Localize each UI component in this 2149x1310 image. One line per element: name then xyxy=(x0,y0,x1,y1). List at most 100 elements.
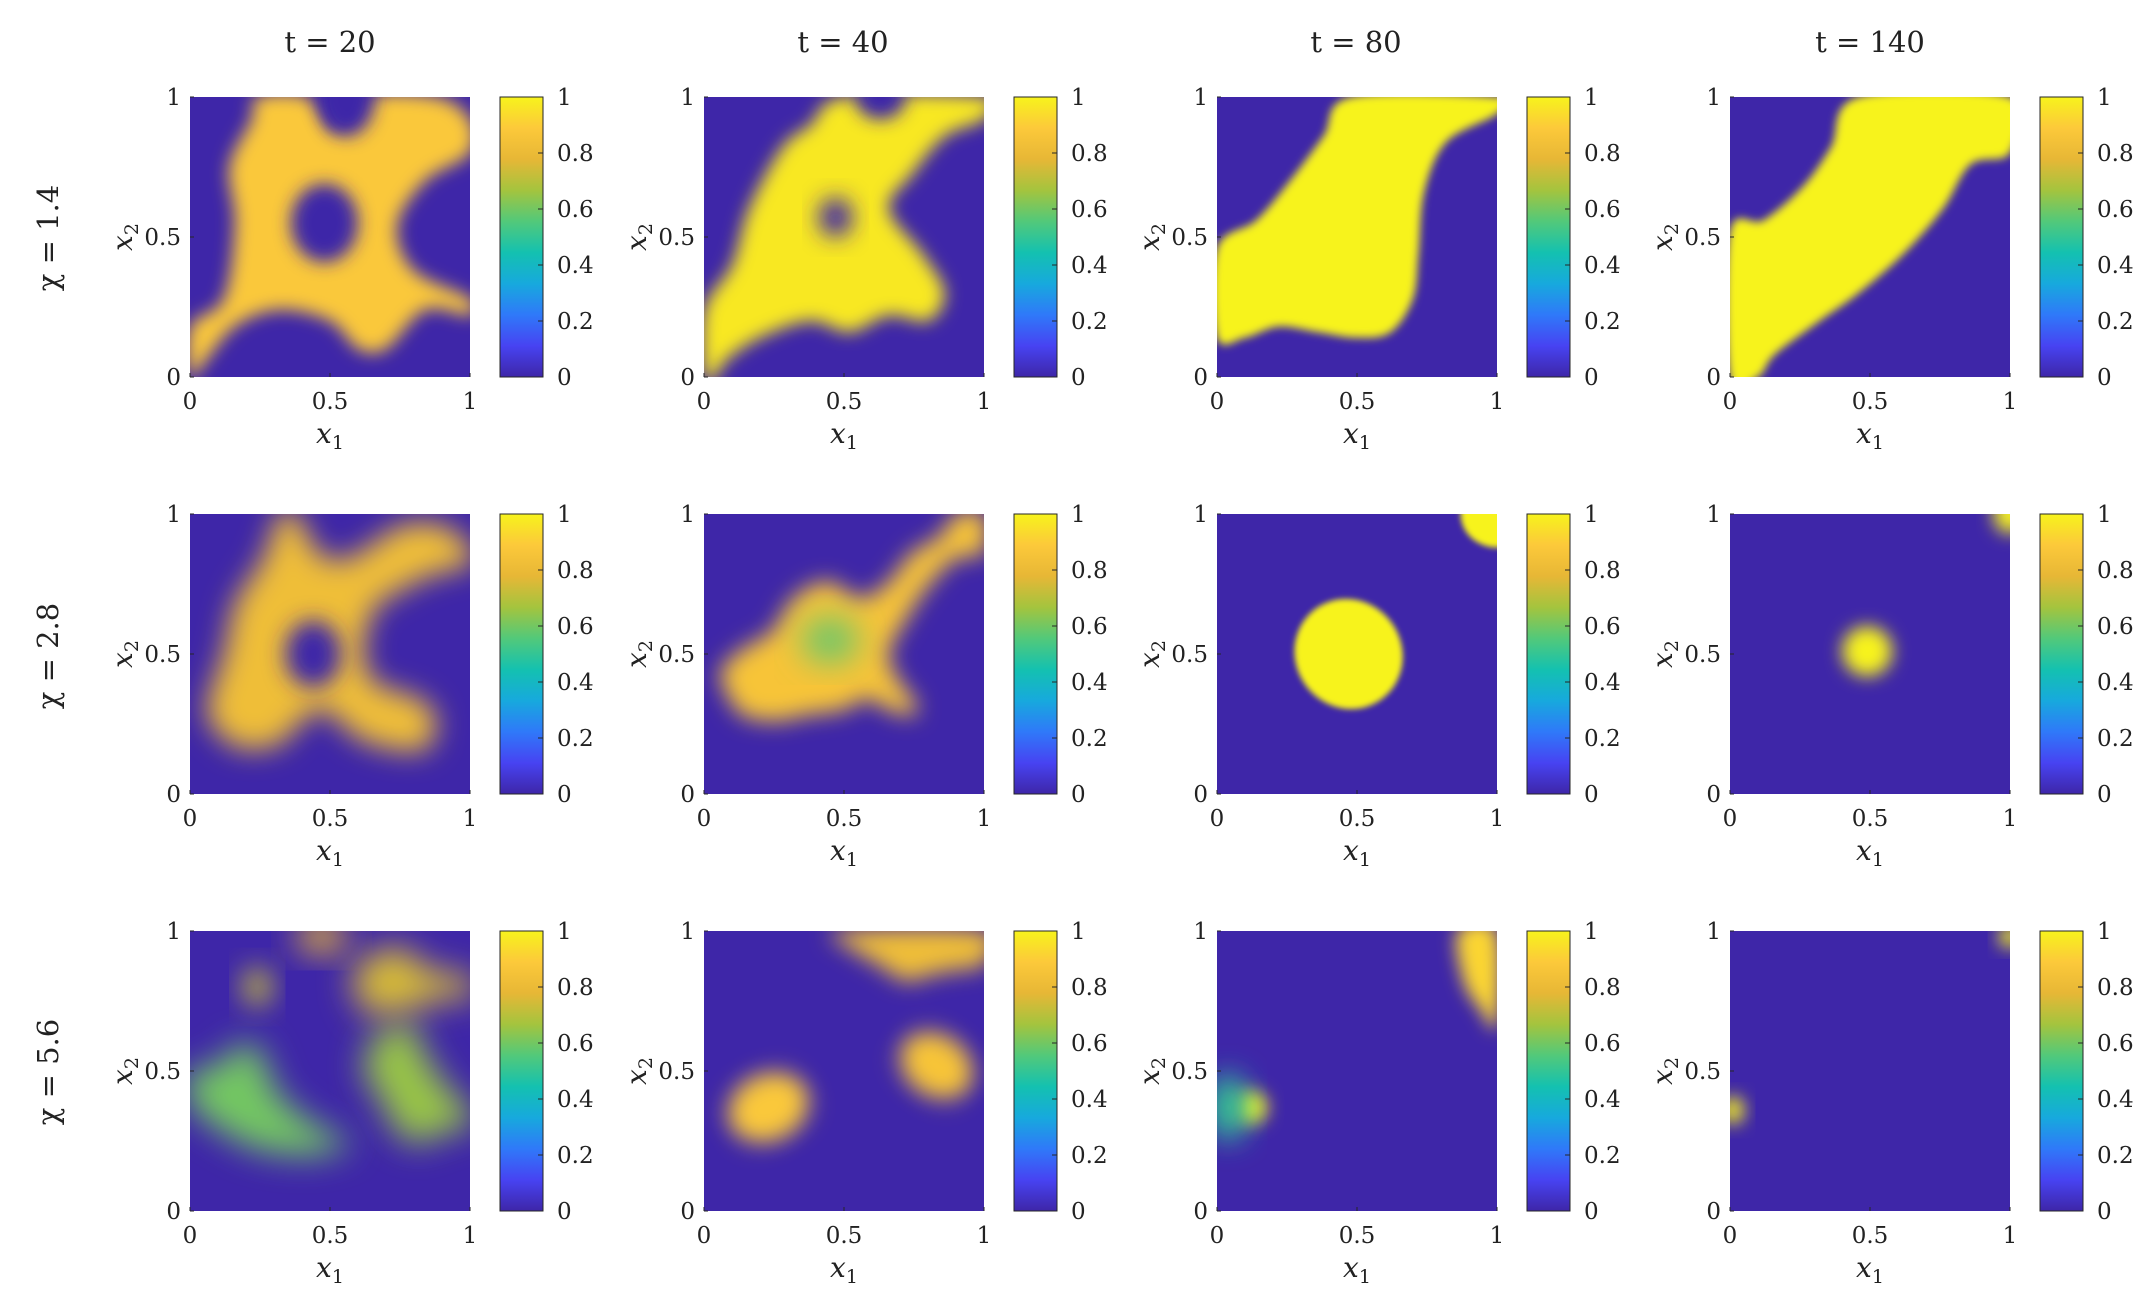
y-tick-label: 1 xyxy=(166,85,181,111)
column-title: t = 40 xyxy=(797,25,888,59)
x-tick-label: 0.5 xyxy=(1852,806,1889,832)
field-region xyxy=(704,97,984,377)
colorbar-tick-label: 0.4 xyxy=(1584,1087,1621,1113)
x-tick-label: 1 xyxy=(977,389,992,415)
y-tick-label: 0 xyxy=(680,1199,695,1225)
colorbar-tick-label: 0.8 xyxy=(1584,975,1621,1001)
x-tick-label: 0.5 xyxy=(1339,1223,1376,1249)
y-tick-label: 0.5 xyxy=(1684,225,1721,251)
y-axis-label: x2 xyxy=(1646,640,1683,668)
colorbar-tick-label: 0 xyxy=(557,1199,572,1225)
colorbar-tick-label: 1 xyxy=(557,502,572,528)
x-axis-label: x1 xyxy=(830,417,858,454)
y-tick-label: 0.5 xyxy=(1171,642,1208,668)
field-region xyxy=(802,617,858,663)
x-axis-label: x1 xyxy=(1856,417,1884,454)
colorbar-tick-label: 0 xyxy=(1584,1199,1599,1225)
x-tick-label: 0.5 xyxy=(826,806,863,832)
y-tick-label: 0 xyxy=(1193,1199,1208,1225)
y-tick-label: 0.5 xyxy=(144,642,181,668)
panels-grid: 000.50.511x1x200.20.40.60.81000.50.511x1… xyxy=(106,85,2134,1288)
x-tick-label: 0.5 xyxy=(312,806,349,832)
y-axis-label: x2 xyxy=(1133,1057,1170,1085)
colorbar-tick-label: 0.2 xyxy=(2097,309,2134,335)
y-tick-label: 0 xyxy=(680,782,695,808)
field-hole xyxy=(285,620,342,688)
x-tick-label: 0.5 xyxy=(1339,389,1376,415)
x-tick-label: 0 xyxy=(697,1223,712,1249)
x-tick-label: 0.5 xyxy=(1339,806,1376,832)
colorbar-tick-label: 0.2 xyxy=(1584,726,1621,752)
x-tick-label: 1 xyxy=(1490,806,1505,832)
colorbar-tick-label: 0.8 xyxy=(1584,558,1621,584)
colorbar-tick-label: 0.6 xyxy=(1071,1031,1108,1057)
colorbar xyxy=(2039,96,2084,378)
field-region xyxy=(190,1042,353,1157)
colorbar xyxy=(1013,930,1058,1212)
y-tick-label: 1 xyxy=(1193,919,1208,945)
y-tick-label: 0 xyxy=(1706,782,1721,808)
x-tick-label: 0 xyxy=(183,806,198,832)
x-tick-label: 1 xyxy=(2003,1223,2018,1249)
colorbar-tick-label: 0.8 xyxy=(2097,975,2134,1001)
y-tick-label: 1 xyxy=(1193,502,1208,528)
field-region xyxy=(363,1020,470,1144)
colorbar xyxy=(1013,513,1058,795)
y-tick-label: 0 xyxy=(1706,365,1721,391)
x-tick-label: 0.5 xyxy=(312,389,349,415)
x-axis-label: x1 xyxy=(1856,1251,1884,1288)
colorbar-tick-label: 0 xyxy=(1584,782,1599,808)
colorbar-tick-label: 0.4 xyxy=(1584,670,1621,696)
y-axis-label: x2 xyxy=(620,640,657,668)
x-axis-label: x1 xyxy=(316,1251,344,1288)
colorbar-tick-label: 0.4 xyxy=(1071,253,1108,279)
colorbar xyxy=(2039,513,2084,795)
field-region xyxy=(899,1031,974,1100)
y-tick-label: 0.5 xyxy=(658,1059,695,1085)
y-axis-label: x2 xyxy=(1646,223,1683,251)
x-axis-label: x1 xyxy=(1343,834,1371,871)
colorbar-tick-label: 0.6 xyxy=(1584,197,1621,223)
colorbar-tick-label: 0 xyxy=(557,365,572,391)
colorbar-tick-label: 0 xyxy=(1584,365,1599,391)
y-axis-label: x2 xyxy=(1133,640,1170,668)
x-axis-label: x1 xyxy=(1343,1251,1371,1288)
y-tick-label: 1 xyxy=(166,502,181,528)
x-tick-label: 0 xyxy=(183,389,198,415)
field-region xyxy=(727,1072,810,1143)
y-axis-label: x2 xyxy=(106,1057,143,1085)
colorbar-tick-label: 0.2 xyxy=(1584,309,1621,335)
colorbar-tick-label: 1 xyxy=(2097,502,2112,528)
x-tick-label: 0.5 xyxy=(826,1223,863,1249)
colorbar xyxy=(499,96,544,378)
row-label: χ = 5.6 xyxy=(31,1019,65,1125)
column-title: t = 80 xyxy=(1310,25,1401,59)
colorbar-tick-label: 0.2 xyxy=(557,309,594,335)
colorbar-tick-label: 0.2 xyxy=(1071,309,1108,335)
colorbar-tick-label: 1 xyxy=(1584,85,1599,111)
x-axis-label: x1 xyxy=(830,1251,858,1288)
x-tick-label: 0.5 xyxy=(826,389,863,415)
x-tick-label: 0 xyxy=(697,389,712,415)
colorbar-tick-label: 0.6 xyxy=(1071,197,1108,223)
y-axis-label: x2 xyxy=(620,1057,657,1085)
field-region xyxy=(1993,514,2010,534)
field-region xyxy=(1460,514,1497,548)
y-tick-label: 1 xyxy=(1706,919,1721,945)
colorbar xyxy=(1526,96,1571,378)
colorbar-tick-label: 0.4 xyxy=(557,1087,594,1113)
field-region xyxy=(719,514,984,722)
colorbar-tick-label: 0 xyxy=(557,782,572,808)
colorbar-tick-label: 0.2 xyxy=(557,1143,594,1169)
x-tick-label: 0 xyxy=(183,1223,198,1249)
y-tick-label: 0.5 xyxy=(1684,642,1721,668)
x-axis-label: x1 xyxy=(830,834,858,871)
field-region xyxy=(206,514,470,752)
